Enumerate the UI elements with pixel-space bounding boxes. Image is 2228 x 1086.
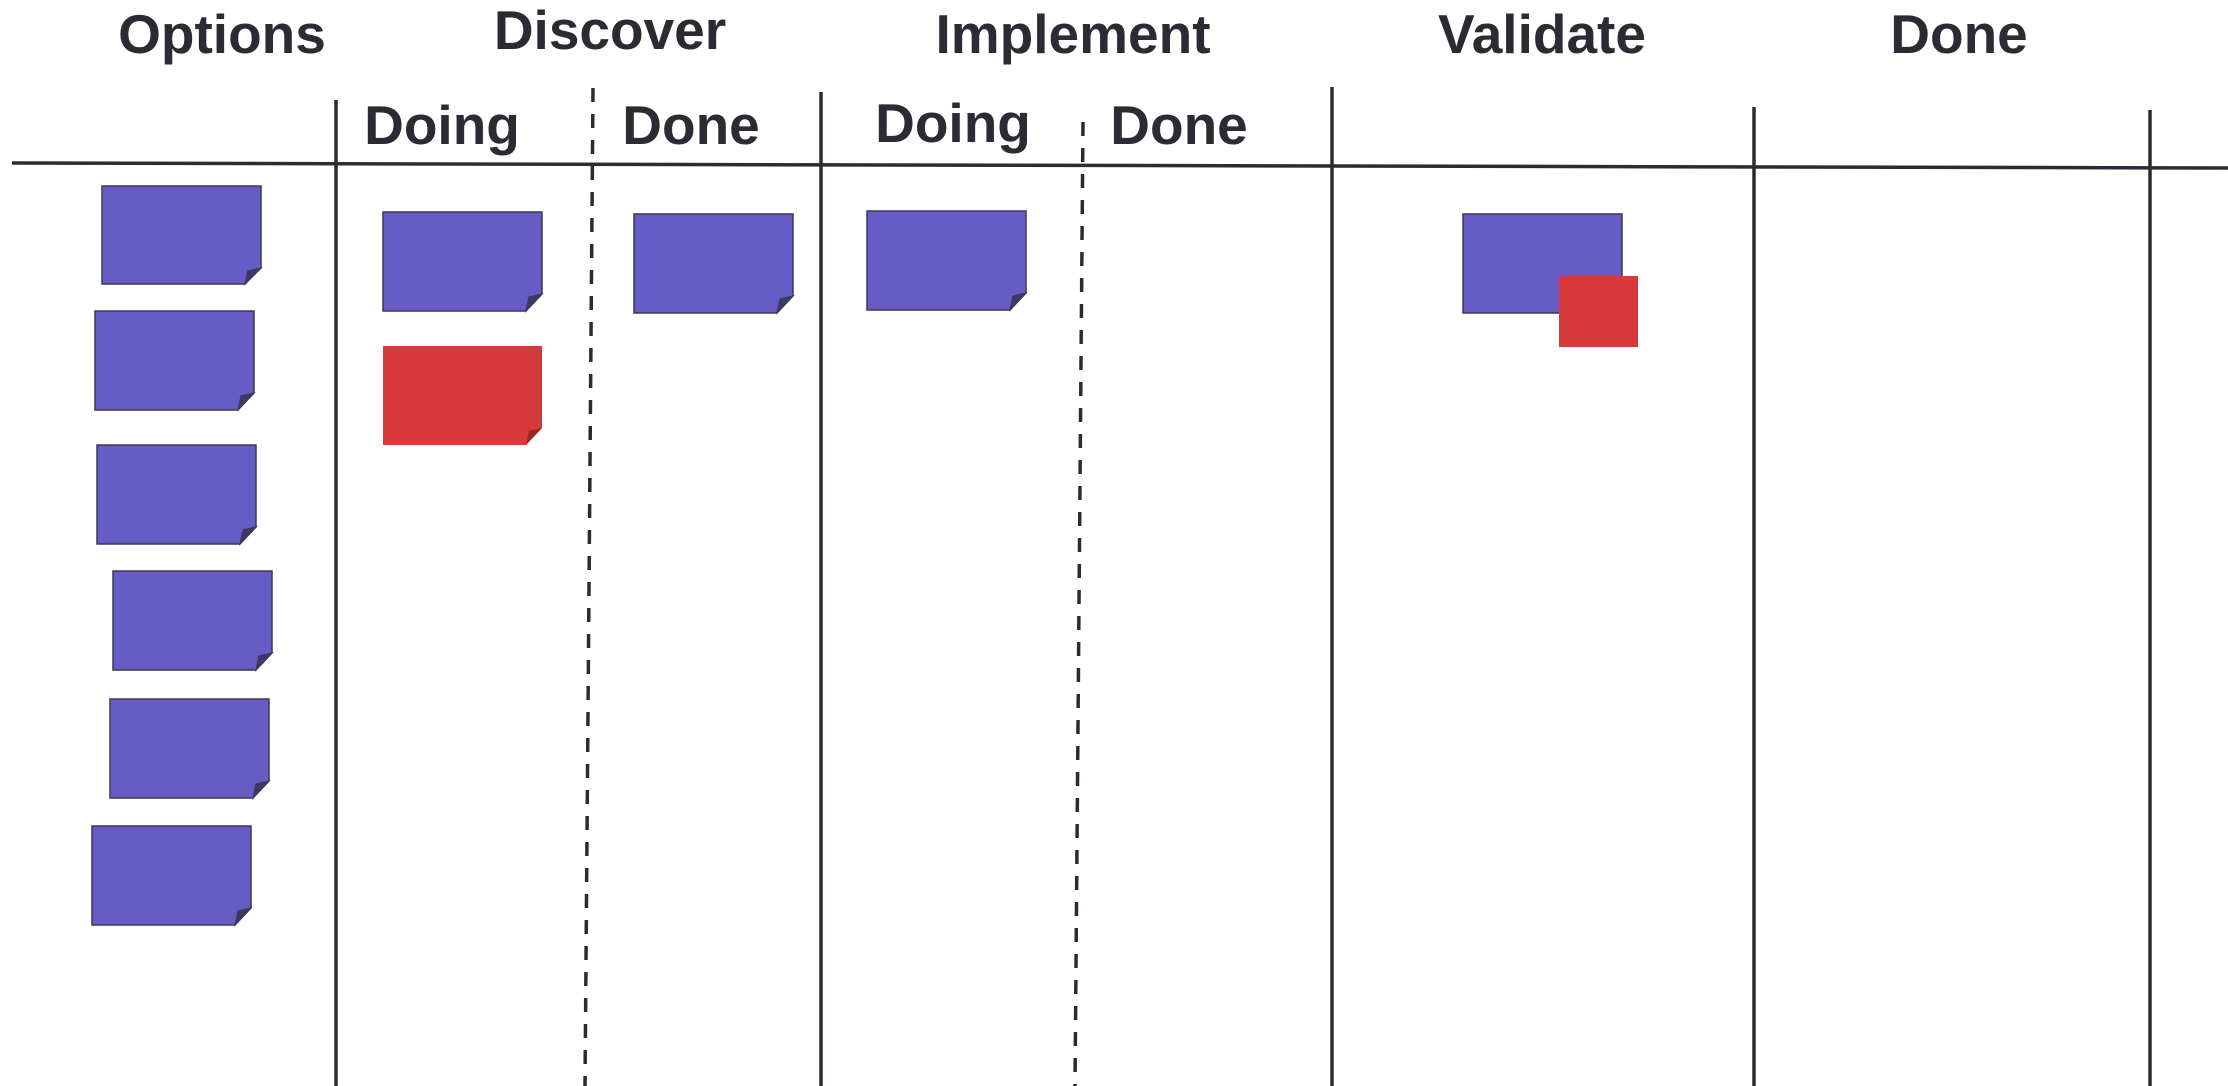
column-header-validate: Validate: [1438, 3, 1646, 65]
card-discover-doing-1[interactable]: [382, 211, 544, 313]
column-header-implement: Implement: [935, 3, 1210, 65]
column-header-options: Options: [118, 3, 326, 65]
card-discover-doing-blocked[interactable]: [383, 346, 542, 445]
column-header-done: Done: [1890, 3, 2028, 65]
card-discover-done-1[interactable]: [633, 213, 795, 315]
card-options-1[interactable]: [101, 185, 263, 286]
card-options-3[interactable]: [96, 444, 258, 546]
subcolumn-header-discover-doing: Doing: [364, 94, 520, 156]
subcolumn-header-discover-done: Done: [622, 94, 760, 156]
card-implement-doing-1[interactable]: [866, 210, 1028, 312]
subcolumn-divider-discover: [583, 87, 595, 1086]
header-divider: [11, 161, 2228, 170]
card-options-2[interactable]: [94, 310, 256, 412]
subcolumn-header-implement-done: Done: [1110, 94, 1248, 156]
card-options-5[interactable]: [109, 698, 271, 800]
subcolumn-header-implement-doing: Doing: [875, 92, 1031, 154]
card-options-6[interactable]: [91, 825, 253, 927]
subcolumn-divider-implement: [1073, 121, 1085, 1086]
column-header-discover: Discover: [494, 0, 726, 61]
card-options-4[interactable]: [112, 570, 274, 672]
blocker-sticker-validate[interactable]: [1559, 276, 1638, 347]
